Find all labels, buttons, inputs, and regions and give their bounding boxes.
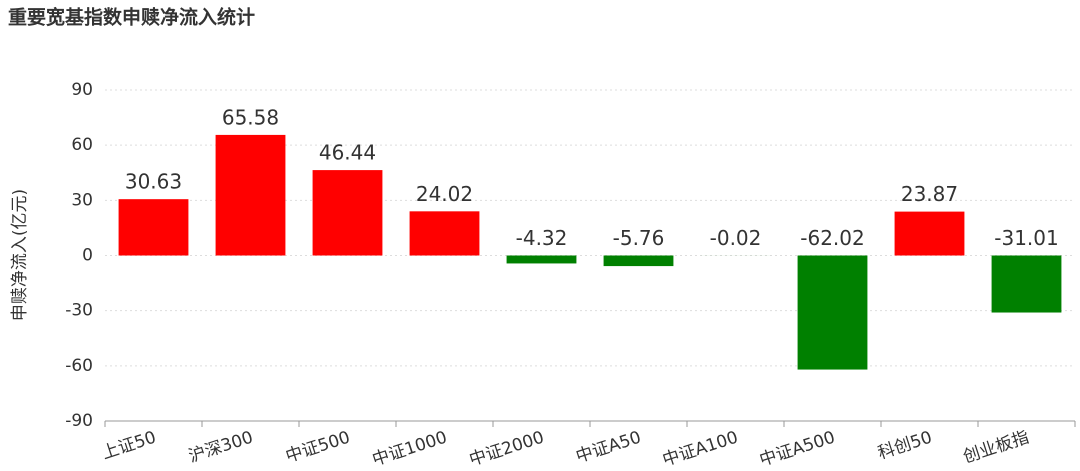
bar <box>506 255 577 264</box>
value-label: 30.63 <box>125 170 182 194</box>
bar <box>312 170 383 256</box>
y-tick-label: 60 <box>71 135 93 155</box>
y-tick-label: 30 <box>71 190 93 210</box>
bar <box>409 211 480 256</box>
y-axis-label: 申赎净流入(亿元) <box>10 189 30 321</box>
value-label: -31.01 <box>994 226 1058 250</box>
x-tick-label: 中证500 <box>283 427 352 467</box>
x-tick-label: 科创50 <box>875 427 934 463</box>
x-tick-label: 创业板指 <box>961 427 1032 467</box>
value-label: 65.58 <box>222 105 279 129</box>
bar <box>603 255 674 267</box>
value-label: -4.32 <box>516 226 568 250</box>
value-label: -5.76 <box>613 226 665 250</box>
bar <box>894 211 965 256</box>
y-tick-label: -30 <box>65 301 93 321</box>
x-tick-label: 中证2000 <box>467 427 547 470</box>
x-tick-label: 中证A100 <box>660 427 740 470</box>
value-label: 23.87 <box>901 182 958 206</box>
bar <box>797 255 868 370</box>
bar <box>991 255 1062 313</box>
x-tick-label: 沪深300 <box>186 427 255 467</box>
chart-title: 重要宽基指数申赎净流入统计 <box>8 6 255 29</box>
x-tick-label: 中证A500 <box>757 427 837 470</box>
value-label: 24.02 <box>416 182 473 206</box>
y-tick-label: 0 <box>82 246 93 266</box>
y-tick-label: -90 <box>65 411 93 431</box>
value-label: -62.02 <box>800 226 864 250</box>
value-label: -0.02 <box>710 226 762 250</box>
value-label: 46.44 <box>319 141 376 165</box>
y-tick-label: -60 <box>65 356 93 376</box>
bar <box>118 199 189 256</box>
bar <box>215 134 286 256</box>
x-tick-label: 中证A50 <box>573 427 643 467</box>
y-tick-label: 90 <box>71 80 93 100</box>
x-tick-label: 上证50 <box>99 427 158 463</box>
x-tick-label: 中证1000 <box>370 427 450 470</box>
